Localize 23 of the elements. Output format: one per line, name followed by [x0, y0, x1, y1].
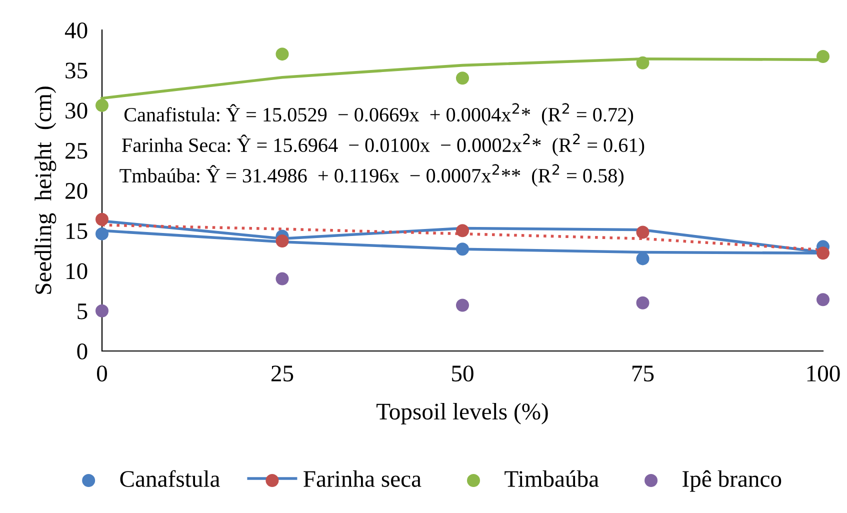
- y-tick-label: 25: [66, 142, 88, 159]
- y-tick-label: 20: [66, 182, 88, 199]
- x-tick-label: 0: [96, 366, 108, 382]
- x-tick-label: 75: [632, 366, 654, 382]
- legend-label: Ipê branco: [682, 470, 782, 492]
- y-tick-label: 30: [66, 102, 88, 119]
- annotation: Farinha Seca: Ŷ = 15.6964 − 0.0100x − 0.0002x$^{2}$* (R$^{2}$ = 0.61): [122, 134, 644, 156]
- y-tick-label: 35: [66, 62, 88, 79]
- y-tick-label: 15: [66, 223, 88, 240]
- y-tick-label: 40: [64, 22, 88, 38]
- legend-label: Farinha seca: [304, 470, 422, 487]
- legend-label: Canafstula: [120, 470, 220, 487]
- x-tick-label: 25: [271, 366, 294, 382]
- x-axis-title: Topsoil levels (%): [376, 402, 548, 424]
- x-tick-label: 100: [807, 366, 840, 382]
- y-axis-title: Seedling height (cm): [34, 86, 56, 294]
- legend-label: Timbaúba: [504, 470, 599, 487]
- y-tick-label: 5: [78, 304, 88, 320]
- annotation: Canafistula: Ŷ = 15.0529 − 0.0669x + 0.0004x$^{2}$* (R$^{2}$ = 0.72): [124, 103, 634, 126]
- annotation: Tmbaúba: Ŷ = 31.4986 + 0.1196x − 0.0007x$^{2}$** (R$^{2}$ = 0.58): [120, 164, 624, 187]
- y-tick-label: 0: [77, 343, 88, 360]
- y-tick-label: 10: [66, 263, 88, 280]
- x-tick-label: 50: [452, 366, 474, 382]
